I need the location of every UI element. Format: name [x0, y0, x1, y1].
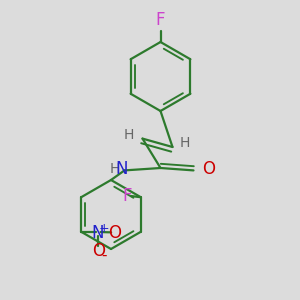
Text: O: O: [202, 160, 215, 178]
Text: +: +: [99, 222, 110, 235]
Text: -: -: [101, 247, 107, 262]
Text: N: N: [116, 160, 128, 178]
Text: F: F: [123, 187, 132, 205]
Text: O: O: [92, 242, 105, 260]
Text: F: F: [156, 11, 165, 29]
Text: O: O: [109, 224, 122, 242]
Text: H: H: [110, 162, 120, 176]
Text: H: H: [124, 128, 134, 142]
Text: N: N: [92, 224, 104, 242]
Text: H: H: [180, 136, 190, 150]
